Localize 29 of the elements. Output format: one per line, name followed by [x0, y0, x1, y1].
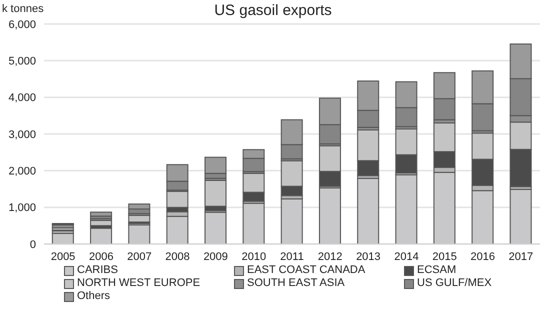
legend-label: SOUTH EAST ASIA	[247, 277, 345, 290]
x-tick-label: 2016	[470, 250, 496, 263]
chart-title: US gasoil exports	[214, 2, 332, 19]
y-axis-title: k tonnes	[2, 3, 44, 15]
y-tick-label: 0	[30, 238, 36, 251]
y-tick-label: 4,000	[8, 92, 36, 104]
x-tick-label: 2014	[394, 250, 419, 263]
x-tick-label: 2015	[432, 250, 457, 263]
y-tick-label: 3,000	[8, 128, 36, 141]
legend-label: EAST COAST CANADA	[247, 264, 366, 277]
x-tick-label: 2010	[242, 250, 266, 263]
x-tick-label: 2011	[280, 250, 304, 263]
y-tick-label: 1,000	[8, 202, 36, 214]
x-tick-label: 2013	[356, 250, 381, 263]
x-tick-label: 2006	[88, 250, 114, 263]
legend-label: Others	[77, 290, 110, 303]
x-tick-label: 2008	[165, 250, 190, 263]
x-tick-label: 2012	[318, 250, 342, 263]
y-tick-label: 6,000	[8, 18, 36, 31]
x-tick-label: 2005	[50, 250, 76, 263]
x-tick-label: 2007	[127, 250, 152, 263]
legend-label: US GULF/MEX	[417, 277, 492, 290]
x-tick-label: 2009	[203, 250, 228, 263]
y-tick-label: 5,000	[8, 56, 36, 68]
legend-label: CARIBS	[77, 264, 118, 277]
legend-label: NORTH WEST EUROPE	[77, 277, 200, 290]
legend-label: ECSAM	[417, 264, 456, 277]
y-tick-label: 2,000	[8, 166, 36, 178]
x-tick-label: 2017	[508, 250, 534, 263]
